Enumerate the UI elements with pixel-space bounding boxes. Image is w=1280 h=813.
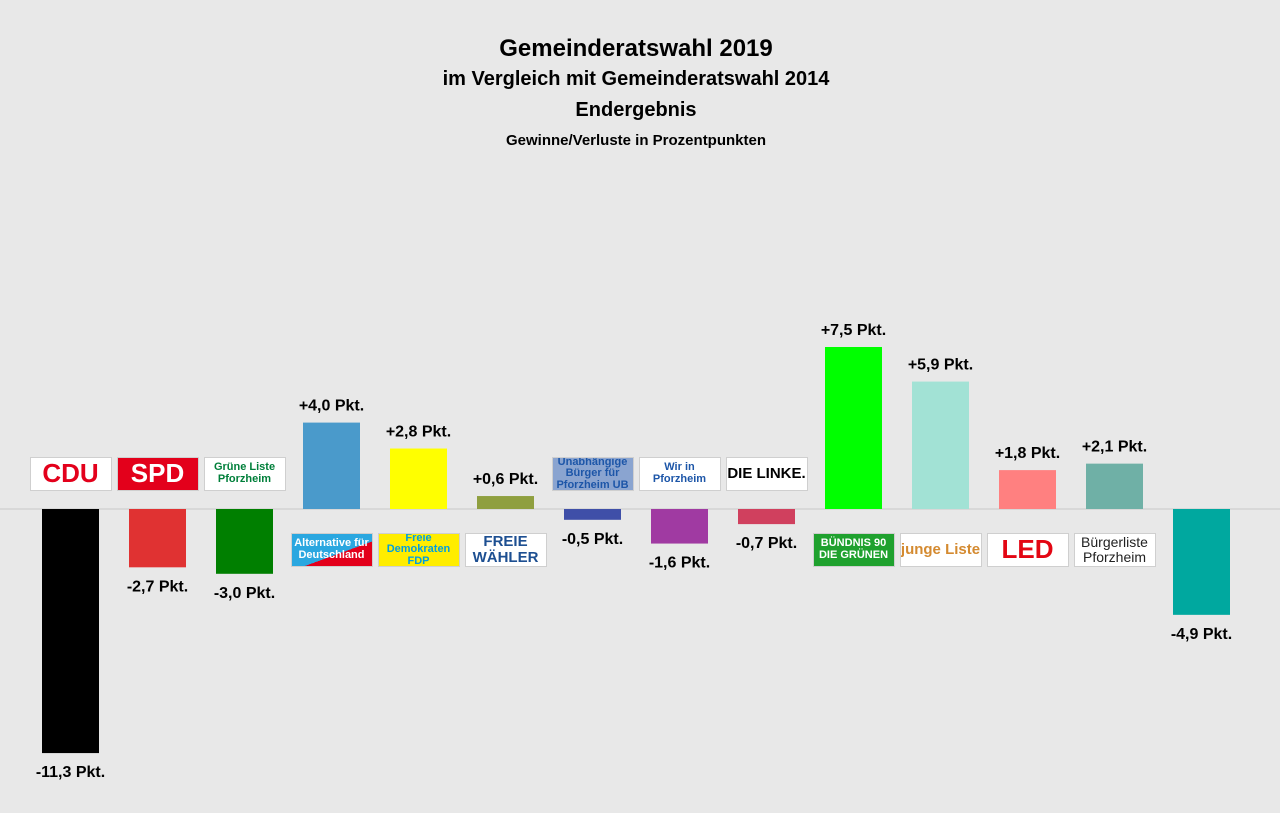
bar <box>564 509 621 520</box>
data-label: -3,0 Pkt. <box>214 585 275 602</box>
party-logo: LED <box>986 533 1069 567</box>
chart-caption: Gewinne/Verluste in Prozentpunkten <box>505 132 767 149</box>
bar <box>1173 509 1230 615</box>
data-label: +7,5 Pkt. <box>821 322 886 339</box>
data-label: -0,5 Pkt. <box>562 531 623 548</box>
chart-title: Gemeinderatswahl 2019 <box>499 35 773 62</box>
data-label: +1,8 Pkt. <box>995 445 1060 462</box>
party-logo: DIE LINKE. <box>725 457 808 491</box>
party-logo: FREIE WÄHLER <box>464 533 547 567</box>
data-label: -1,6 Pkt. <box>649 555 710 572</box>
party-logo: Bürgerliste Pforzheim <box>1073 533 1156 567</box>
party-logo: Unabhängige Bürger für Pforzheim UB <box>551 457 634 491</box>
bar <box>999 470 1056 509</box>
data-label: +4,0 Pkt. <box>299 398 364 415</box>
bar <box>912 381 969 509</box>
bar <box>216 509 273 574</box>
party-logo: Wir in Pforzheim <box>638 457 721 491</box>
party-logo: Grüne Liste Pforzheim <box>203 457 286 491</box>
party-logo: BÜNDNIS 90 DIE GRÜNEN <box>812 533 895 567</box>
data-label: -0,7 Pkt. <box>736 535 797 552</box>
data-label: +2,1 Pkt. <box>1082 439 1147 456</box>
party-logo: SPD <box>116 457 199 491</box>
data-label: +2,8 Pkt. <box>386 424 451 441</box>
data-label: +0,6 Pkt. <box>473 471 538 488</box>
bar <box>738 509 795 525</box>
party-logo: junge Liste <box>899 533 982 567</box>
chart-subtitle: im Vergleich mit Gemeinderatswahl 2014 <box>442 68 830 90</box>
data-label: +5,9 Pkt. <box>908 357 973 374</box>
bar <box>390 448 447 509</box>
party-logo: Alternative für Deutschland <box>290 533 373 567</box>
data-label: -2,7 Pkt. <box>127 578 188 595</box>
chart-subtitle-result: Endergebnis <box>575 99 697 121</box>
bar <box>651 509 708 544</box>
party-logo: CDU <box>29 457 112 491</box>
bar <box>129 509 186 568</box>
bar <box>42 509 99 754</box>
bar <box>303 422 360 509</box>
bar <box>825 347 882 509</box>
data-label: -11,3 Pkt. <box>36 764 105 781</box>
bar <box>477 496 534 509</box>
bar <box>1086 463 1143 509</box>
data-label: -4,9 Pkt. <box>1171 626 1232 643</box>
party-logo: Freie Demokraten FDP <box>377 533 460 567</box>
